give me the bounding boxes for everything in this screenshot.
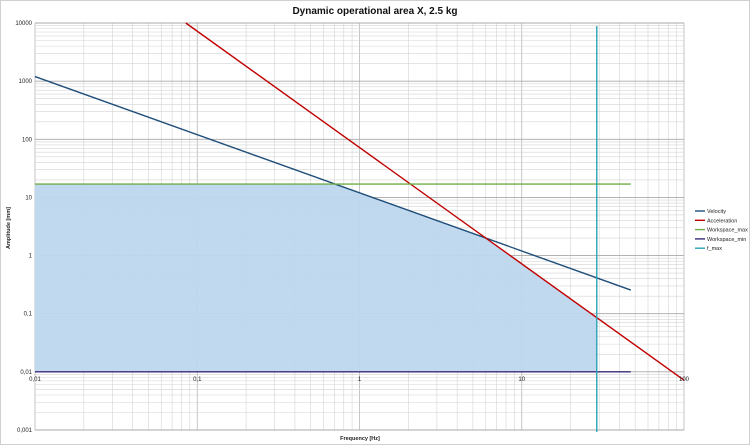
- chart-title: Dynamic operational area X, 2.5 kg: [292, 6, 457, 17]
- x-tick-label: 1: [358, 377, 362, 383]
- x-tick-label: 10: [518, 377, 525, 383]
- series-line-acceleration: [185, 22, 685, 381]
- legend-label: f_max: [707, 246, 722, 252]
- series-line-velocity: [34, 75, 632, 291]
- y-tick-label: 10000: [15, 21, 32, 27]
- legend-label: Velocity: [707, 209, 726, 215]
- y-tick-label: 1: [29, 254, 33, 260]
- y-tick-label: 0,001: [17, 428, 33, 434]
- operational-area-fill: [35, 184, 597, 372]
- y-axis-label: Amplitude [mm]: [6, 207, 12, 249]
- tick-labels: 0,01 0,1 1 10 100 10000 1000 100 10 1 0,1 0,01 0,001: [15, 21, 689, 434]
- x-tick-label: 0,1: [193, 377, 202, 383]
- x-tick-label: 100: [679, 377, 690, 383]
- y-tick-label: 1000: [19, 79, 33, 85]
- y-tick-label: 100: [22, 137, 33, 143]
- legend-label: Acceleration: [707, 218, 737, 224]
- x-tick-label: 0,01: [29, 377, 41, 383]
- legend-label: Workspace_min: [707, 237, 746, 243]
- legend: Velocity Acceleration Workspace_max Workspa…: [695, 209, 748, 252]
- x-axis-label: Frequency [Hz]: [340, 436, 380, 442]
- series-lines: [34, 22, 685, 432]
- y-tick-label: 0,01: [20, 370, 32, 376]
- legend-label: Workspace_max: [707, 228, 748, 234]
- y-tick-label: 0,1: [24, 312, 33, 318]
- y-tick-label: 10: [25, 195, 32, 201]
